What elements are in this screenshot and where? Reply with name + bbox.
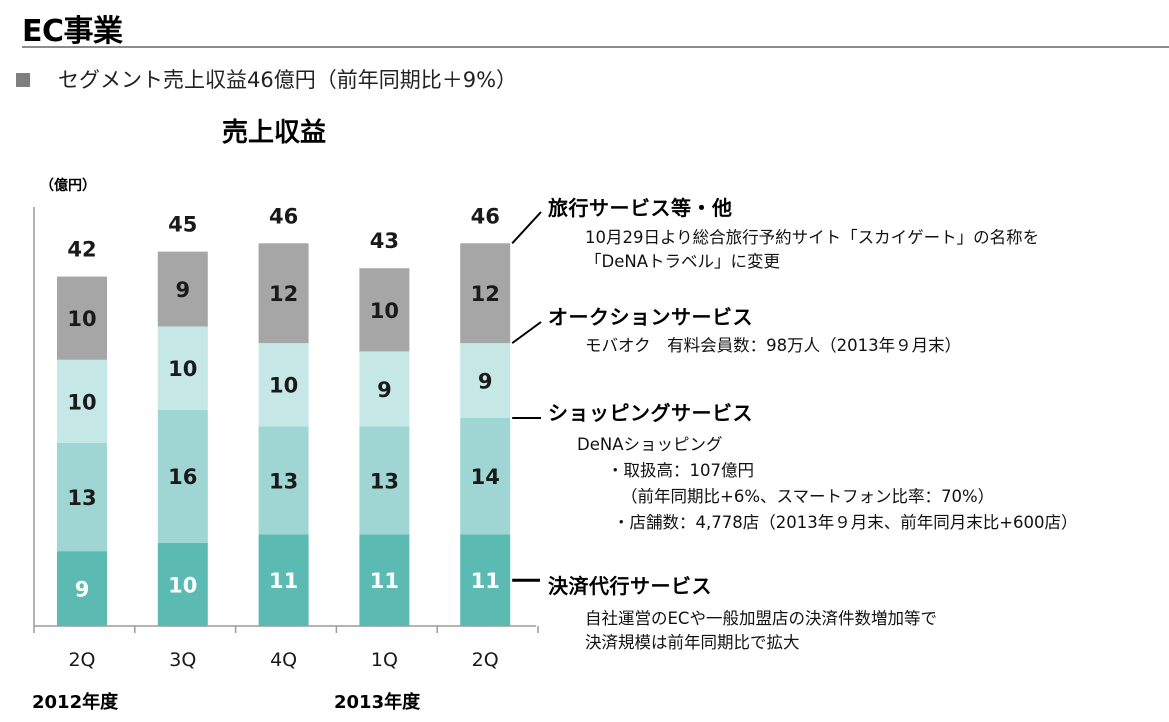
bar-segment-label: 10: [67, 307, 96, 331]
title-divider: [22, 46, 1169, 48]
segment-desc-travel: 10月29日より総合旅行予約サイト「スカイゲート」の名称を 「DeNAトラベル」…: [585, 226, 1039, 274]
bar-segment-label: 9: [478, 370, 493, 394]
bar-segment: [359, 268, 410, 352]
x-tick-label: 2Q: [472, 649, 499, 671]
segment-desc-line: 自社運営のECや一般加盟店の決済件数増加等で: [585, 609, 937, 628]
bar-segment-label: 10: [269, 374, 298, 398]
bar-segment-label: 10: [370, 299, 399, 323]
bar-total-label: 46: [269, 204, 298, 228]
bullet-square-icon: [16, 73, 30, 87]
segment-desc-line: 決済規模は前年同期比で拡大: [585, 633, 800, 652]
bar-segment-label: 9: [75, 578, 90, 602]
x-tick-label: 4Q: [270, 649, 297, 671]
bar-total-label: 46: [471, 204, 500, 228]
slide-subtitle: セグメント売上収益46億円（前年同期比＋9%）: [58, 68, 518, 92]
bar-segment-label: 12: [471, 282, 500, 306]
bar-segment-label: 9: [175, 278, 190, 302]
bar-segment-label: 10: [168, 573, 197, 597]
bar-segment: [460, 343, 511, 418]
y-unit-label: （億円）: [40, 178, 96, 194]
segment-desc-auction: モバオク 有料会員数：98万人（2013年９月末）: [585, 334, 961, 358]
segment-title-auction: オークションサービス: [548, 305, 753, 329]
segment-desc-line: モバオク 有料会員数：98万人（2013年９月末）: [585, 336, 962, 355]
segment-desc-line: 「DeNAトラベル」に変更: [585, 252, 780, 271]
bar-segment: [57, 276, 107, 360]
segment-desc-shopping: DeNAショッピング ・取扱高：107億円 （前年同期比+6%、スマートフォン比…: [577, 432, 1078, 536]
bar-total-label: 45: [168, 213, 197, 237]
segment-title-travel: 旅行サービス等・他: [548, 196, 733, 220]
bar-segment-label: 14: [471, 465, 500, 489]
bar-segment: [258, 426, 309, 535]
leader-line: [511, 211, 542, 244]
leader-line: [511, 321, 542, 344]
x-tick-label: 3Q: [169, 649, 196, 671]
bar-segment-label: 10: [168, 357, 197, 381]
bar-segment-label: 12: [269, 282, 298, 306]
bar-segment: [258, 243, 309, 344]
segment-title-shopping: ショッピングサービス: [548, 401, 753, 425]
fiscal-year-label-2013: 2013年度: [334, 692, 421, 713]
chart-title: 売上収益: [222, 118, 327, 148]
bar-segment: [359, 534, 410, 626]
bar-segment: [258, 534, 309, 626]
bar-segment: [157, 251, 208, 327]
bar-segment-label: 9: [377, 378, 392, 402]
bar-segment: [460, 534, 511, 626]
fiscal-year-label-2012: 2012年度: [32, 692, 119, 713]
bar-segment: [157, 409, 208, 543]
bar-segment-label: 11: [471, 569, 500, 593]
bar-segment-label: 11: [269, 569, 298, 593]
bar-segment: [57, 551, 107, 626]
bar-segment-label: 16: [168, 465, 197, 489]
bar-segment-label: 11: [370, 569, 399, 593]
x-tick-label: 2Q: [68, 649, 95, 671]
segment-desc-line: 10月29日より総合旅行予約サイト「スカイゲート」の名称を: [585, 228, 1040, 247]
bar-total-label: 42: [67, 238, 96, 262]
bar-segment: [359, 426, 410, 535]
bar-segment: [57, 442, 107, 552]
segment-desc-payment: 自社運営のECや一般加盟店の決済件数増加等で 決済規模は前年同期比で拡大: [585, 607, 937, 655]
bar-segment: [359, 351, 410, 427]
bar-segment: [157, 326, 208, 410]
bar-segment: [258, 343, 309, 427]
segment-desc-line: DeNAショッピング: [577, 435, 723, 454]
bar-segment: [57, 359, 107, 443]
x-tick-label: 1Q: [371, 649, 398, 671]
segment-title-payment: 決済代行サービス: [548, 574, 712, 598]
bar-segment: [460, 418, 511, 535]
page-title: EC事業: [22, 14, 123, 49]
segment-desc-line: ・店舗数：4,778店（2013年９月末、前年同月末比+600店）: [613, 513, 1078, 532]
bar-segment-label: 13: [269, 469, 298, 493]
segment-desc-line: （前年同期比+6%、スマートフォン比率：70%）: [621, 487, 995, 506]
bar-segment: [157, 542, 208, 626]
bar-segment: [460, 243, 511, 344]
bar-segment-label: 13: [370, 469, 399, 493]
bar-segment-label: 10: [67, 390, 96, 414]
segment-desc-line: ・取扱高：107億円: [607, 461, 754, 480]
bar-segment-label: 13: [67, 486, 96, 510]
bar-total-label: 43: [370, 229, 399, 253]
